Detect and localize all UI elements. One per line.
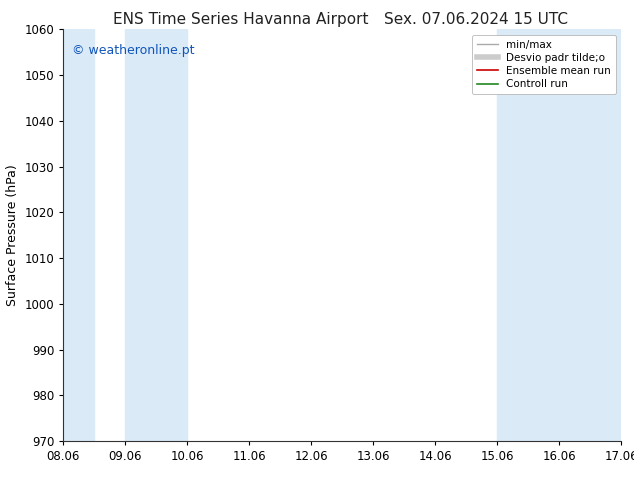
Bar — [126, 29, 188, 441]
Bar — [497, 29, 559, 441]
Bar — [559, 29, 621, 441]
Bar — [63, 29, 94, 441]
Legend: min/max, Desvio padr tilde;o, Ensemble mean run, Controll run: min/max, Desvio padr tilde;o, Ensemble m… — [472, 35, 616, 95]
Text: Sex. 07.06.2024 15 UTC: Sex. 07.06.2024 15 UTC — [384, 12, 567, 27]
Text: ENS Time Series Havanna Airport: ENS Time Series Havanna Airport — [113, 12, 368, 27]
Bar — [621, 29, 634, 441]
Y-axis label: Surface Pressure (hPa): Surface Pressure (hPa) — [6, 164, 19, 306]
Text: © weatheronline.pt: © weatheronline.pt — [72, 44, 194, 57]
